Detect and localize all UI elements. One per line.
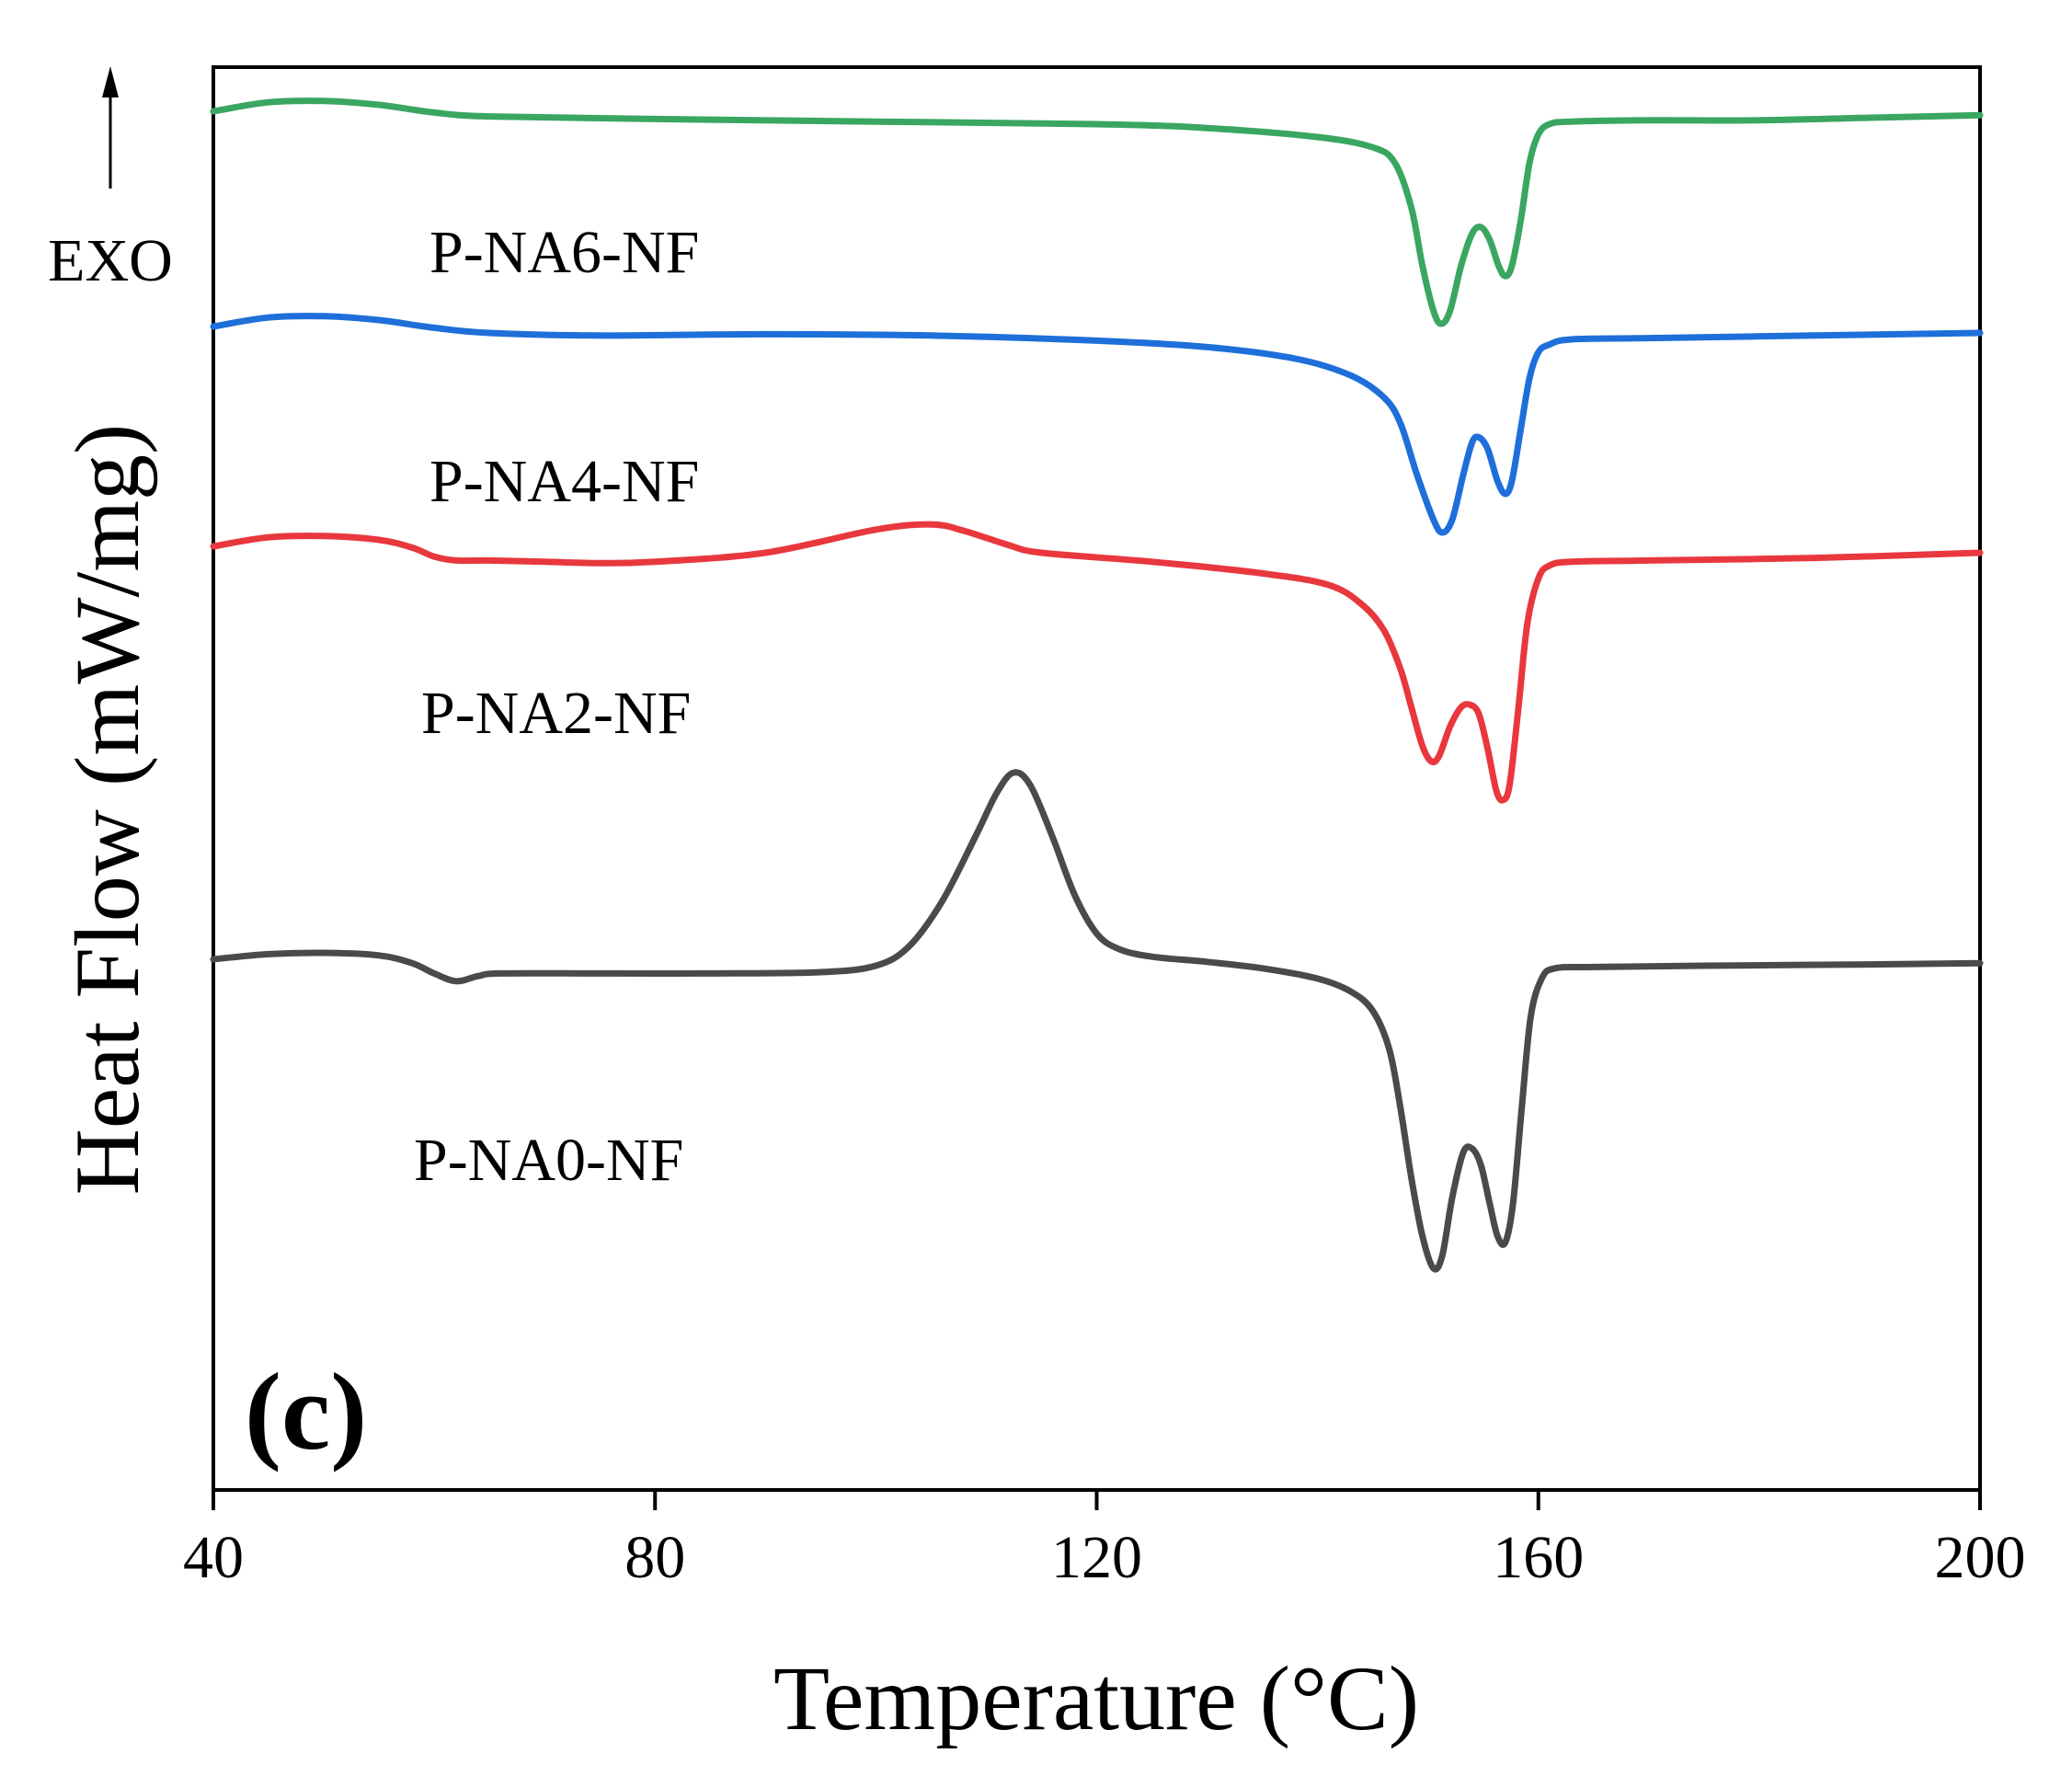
series-line-p-na0-nf bbox=[210, 769, 1984, 1273]
series-line-p-na6-nf bbox=[210, 97, 1984, 327]
label-p-na4-nf: P-NA4-NF bbox=[429, 448, 699, 515]
x-axis-ticks: 40 80 120 160 200 bbox=[183, 1490, 2026, 1591]
panel-label: (c) bbox=[245, 1350, 367, 1472]
label-p-na0-nf: P-NA0-NF bbox=[414, 1127, 683, 1194]
curves bbox=[210, 97, 1984, 1273]
x-tick-label: 200 bbox=[1935, 1524, 2026, 1591]
y-axis-title: Heat Flow (mW/mg) bbox=[56, 424, 158, 1196]
series-line-p-na4-nf bbox=[210, 313, 1984, 536]
exo-arrow bbox=[102, 66, 119, 189]
x-tick-label: 40 bbox=[183, 1524, 244, 1591]
x-axis-title: Temperature (°C) bbox=[773, 1647, 1419, 1749]
x-tick-label: 80 bbox=[624, 1524, 685, 1591]
exo-arrow-head bbox=[102, 66, 119, 97]
x-tick-label: 160 bbox=[1493, 1524, 1584, 1591]
label-p-na2-nf: P-NA2-NF bbox=[421, 680, 691, 747]
x-tick-label: 120 bbox=[1051, 1524, 1142, 1591]
label-p-na6-nf: P-NA6-NF bbox=[429, 219, 699, 286]
series-line-p-na2-nf bbox=[210, 521, 1984, 804]
exo-label: EXO bbox=[48, 227, 173, 294]
